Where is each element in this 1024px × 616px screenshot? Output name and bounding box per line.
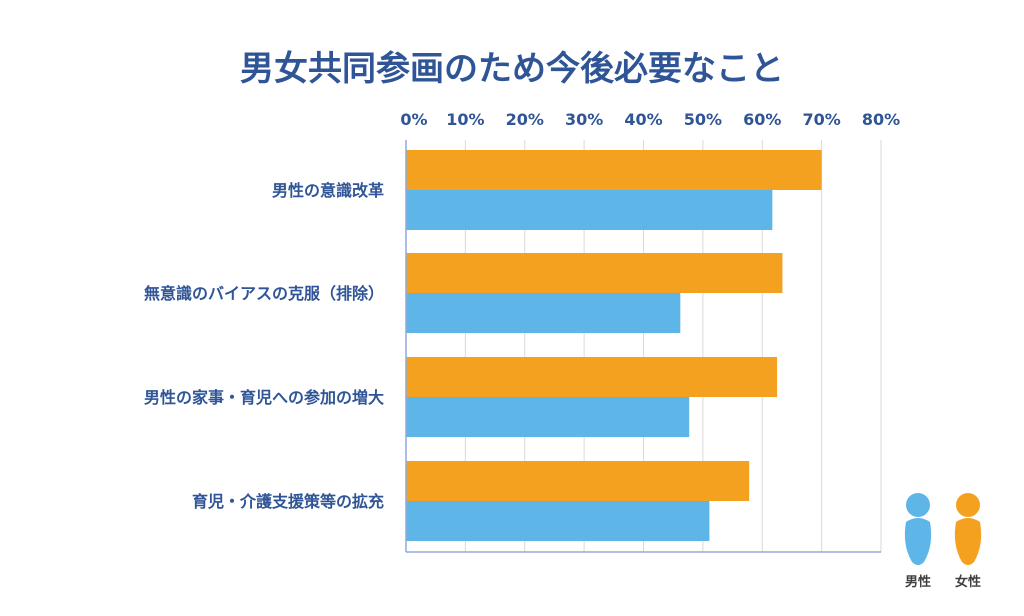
male-person-icon (904, 493, 932, 565)
female-person-icon (954, 493, 982, 565)
x-tick-label: 80% (862, 110, 900, 129)
bar-female (406, 357, 778, 397)
x-tick-label: 30% (565, 110, 603, 129)
legend-label-female: 女性 (955, 574, 981, 590)
category-label: 育児・介護支援策等の拡充 (192, 492, 384, 511)
legend-label-male: 男性 (905, 574, 931, 590)
bar-female (406, 253, 783, 293)
bars (406, 150, 822, 541)
x-tick-label: 70% (802, 110, 840, 129)
x-tick-label: 60% (743, 110, 781, 129)
x-tick-label: 40% (624, 110, 662, 129)
bar-female (406, 150, 822, 190)
legend: 男性 女性 (904, 493, 982, 590)
category-label: 男性の家事・育児への参加の増大 (144, 388, 384, 407)
bar-male (406, 397, 690, 437)
category-label: 無意識のバイアスの克服（排除） (144, 284, 384, 303)
x-tick-label: 20% (506, 110, 544, 129)
chart-title: 男女共同参画のため今後必要なこと (240, 49, 784, 89)
bar-male (406, 190, 773, 230)
bar-male (406, 501, 710, 541)
x-tick-label: 10% (446, 110, 484, 129)
bar-male (406, 293, 681, 333)
x-tick-label: 0% (400, 110, 427, 129)
x-tick-labels: 0% 10% 20% 30% 40% 50% 60% 70% 80% (400, 110, 900, 129)
category-label: 男性の意識改革 (272, 181, 384, 200)
bar-female (406, 461, 750, 501)
x-tick-label: 50% (684, 110, 722, 129)
